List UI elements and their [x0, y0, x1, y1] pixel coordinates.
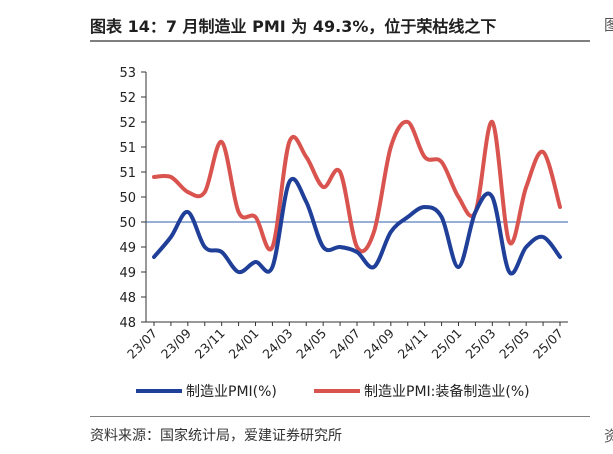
y-tick-label: 48	[119, 291, 136, 306]
adjacent-source-fragment: 资	[604, 427, 613, 445]
x-tick-label: 24/07	[327, 326, 363, 362]
source-divider	[90, 416, 590, 417]
x-tick-label: 25/01	[429, 326, 465, 362]
x-tick-label: 24/03	[259, 326, 295, 362]
legend-label-0: 制造业PMI(%)	[186, 384, 277, 400]
x-tick-label: 24/05	[293, 326, 329, 362]
x-tick-label: 24/01	[226, 326, 262, 362]
x-tick-label: 24/11	[395, 326, 431, 362]
y-tick-label: 53	[119, 66, 136, 81]
y-tick-label: 50	[119, 191, 136, 206]
source-note: 资料来源：国家统计局，爱建证券研究所	[90, 428, 342, 444]
y-tick-label: 50	[119, 216, 136, 231]
x-tick-label: 23/09	[158, 325, 194, 361]
legend-label-1: 制造业PMI:装备制造业(%)	[364, 383, 530, 400]
adjacent-figure-title-fragment: 图	[604, 16, 613, 34]
series-group	[152, 119, 562, 276]
x-tick-label: 24/09	[361, 325, 397, 361]
y-tick-label: 51	[119, 141, 136, 156]
legend: 制造业PMI(%) 制造业PMI:装备制造业(%)	[136, 383, 530, 400]
x-tick-label: 25/03	[462, 326, 498, 362]
y-tick-label: 49	[119, 241, 136, 256]
x-tick-label: 23/11	[192, 326, 228, 362]
y-tick-label: 51	[119, 166, 136, 181]
y-tick-label: 48	[119, 316, 136, 331]
series-line-1	[152, 119, 562, 254]
series-line-0	[152, 177, 562, 276]
y-tick-label: 49	[119, 266, 136, 281]
x-tick-label: 25/07	[530, 326, 566, 362]
y-tick-label: 52	[119, 116, 136, 131]
x-tick-label: 25/05	[496, 326, 532, 362]
y-tick-label: 52	[119, 91, 136, 106]
chart-title: 图表 14：7 月制造业 PMI 为 49.3%，位于荣枯线之下	[90, 17, 497, 36]
title-bar: 图表 14：7 月制造业 PMI 为 49.3%，位于荣枯线之下	[90, 6, 590, 42]
